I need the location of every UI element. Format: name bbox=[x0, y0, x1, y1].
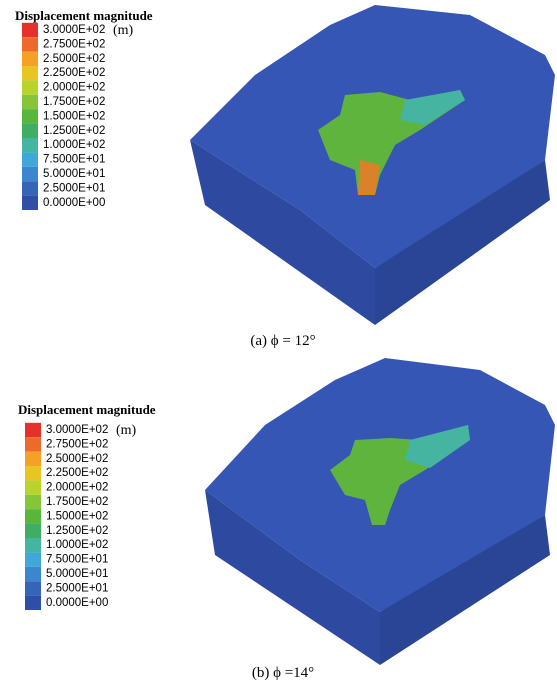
legend-label: 1.5000E+02 bbox=[46, 510, 108, 522]
legend-swatch bbox=[25, 524, 41, 538]
terrain-b bbox=[205, 358, 555, 665]
legend-label: 1.0000E+02 bbox=[43, 139, 105, 151]
legend-swatch bbox=[22, 95, 38, 109]
legend-swatch bbox=[25, 567, 41, 581]
legend-swatch bbox=[25, 581, 41, 595]
legend-label: 2.5000E+02 bbox=[46, 453, 108, 465]
legend-swatch bbox=[22, 23, 38, 37]
legend-swatch bbox=[22, 152, 38, 166]
legend-label: 1.5000E+02 bbox=[43, 110, 105, 122]
legend-swatch bbox=[22, 124, 38, 138]
legend-label: 3.0000E+02 bbox=[46, 424, 108, 436]
legend-swatch bbox=[25, 480, 41, 494]
legend-swatch bbox=[25, 452, 41, 466]
legend-label: 2.5000E+01 bbox=[46, 582, 108, 594]
legend-swatch bbox=[22, 66, 38, 80]
legend-swatch bbox=[22, 196, 38, 210]
legend-label: 1.0000E+02 bbox=[46, 539, 108, 551]
legend-label: 2.5000E+02 bbox=[43, 53, 105, 65]
legend-swatch bbox=[22, 181, 38, 195]
legend-label: 0.0000E+00 bbox=[46, 597, 108, 609]
legend-label: 2.2500E+02 bbox=[43, 67, 105, 79]
legend-label: 7.5000E+01 bbox=[43, 154, 105, 166]
legend-swatch bbox=[25, 495, 41, 509]
legend-swatch bbox=[25, 423, 41, 437]
legend-unit: (m) bbox=[113, 23, 134, 38]
legend-swatch bbox=[25, 466, 41, 480]
legend-swatch bbox=[25, 509, 41, 523]
legend-swatch bbox=[25, 552, 41, 566]
legend-swatch bbox=[25, 596, 41, 610]
legend-label: 5.0000E+01 bbox=[46, 568, 108, 580]
legend-swatch bbox=[22, 52, 38, 66]
legend-swatch bbox=[22, 109, 38, 123]
legend-swatch bbox=[22, 138, 38, 152]
legend-swatch bbox=[22, 37, 38, 51]
legend-label: 7.5000E+01 bbox=[46, 554, 108, 566]
legend-label: 1.2500E+02 bbox=[43, 125, 105, 137]
legend-swatch bbox=[22, 167, 38, 181]
legend-label: 2.0000E+02 bbox=[43, 82, 105, 94]
legend-label: 2.0000E+02 bbox=[46, 482, 108, 494]
legend-title: Displacement magnitude bbox=[15, 8, 153, 23]
legend-label: 0.0000E+00 bbox=[43, 197, 105, 209]
legend-label: 2.2500E+02 bbox=[46, 467, 108, 479]
caption: (a) ϕ = 12° bbox=[250, 333, 315, 349]
legend-swatch bbox=[22, 80, 38, 94]
legend-label: 5.0000E+01 bbox=[43, 168, 105, 180]
legend-unit: (m) bbox=[116, 423, 137, 438]
legend-label: 2.5000E+01 bbox=[43, 182, 105, 194]
legend-label: 1.7500E+02 bbox=[43, 96, 105, 108]
legend-label: 1.7500E+02 bbox=[46, 496, 108, 508]
terrain-a bbox=[190, 5, 555, 325]
legend-label: 2.7500E+02 bbox=[43, 38, 105, 50]
legend-label: 3.0000E+02 bbox=[43, 24, 105, 36]
legend-label: 1.2500E+02 bbox=[46, 525, 108, 537]
legend-title: Displacement magnitude bbox=[18, 402, 156, 417]
legend-swatch bbox=[25, 538, 41, 552]
legend-swatch bbox=[25, 437, 41, 451]
caption: (b) ϕ =14° bbox=[252, 665, 314, 681]
legend-label: 2.7500E+02 bbox=[46, 438, 108, 450]
figure: Displacement magnitude3.0000E+022.7500E+… bbox=[0, 0, 557, 690]
